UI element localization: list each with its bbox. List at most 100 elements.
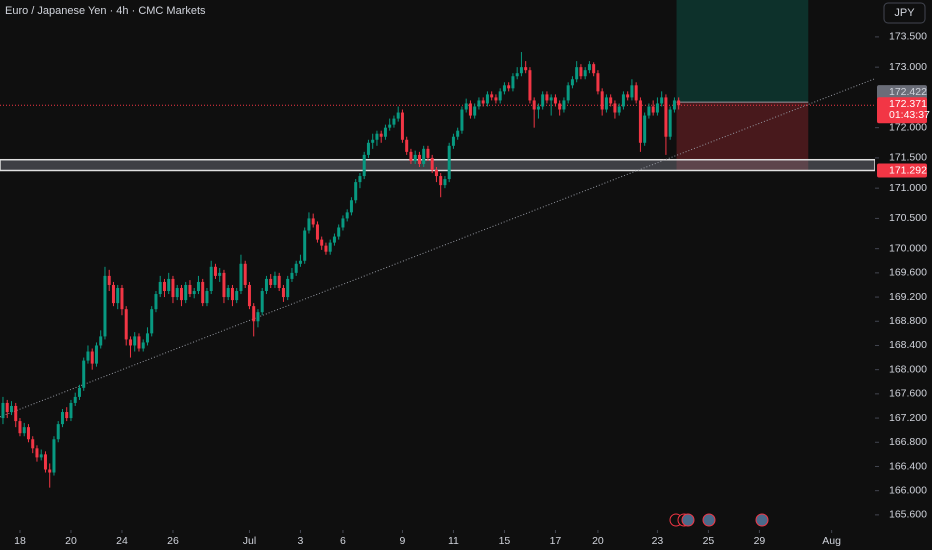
candle-body xyxy=(65,412,69,419)
x-tick-label: Jul xyxy=(243,535,256,547)
candle-body xyxy=(252,306,256,322)
candle-body xyxy=(175,287,179,298)
y-tick-label: 168.800 xyxy=(889,315,927,327)
candle-body xyxy=(532,100,536,110)
candle-body xyxy=(592,64,596,74)
candle-body xyxy=(647,106,651,116)
candle-body xyxy=(324,245,328,252)
candle-body xyxy=(456,130,460,137)
x-tick-label: 23 xyxy=(652,535,664,547)
candle-body xyxy=(481,100,485,104)
candle-body xyxy=(545,94,549,101)
candle-body xyxy=(107,275,111,285)
candle-body xyxy=(643,115,647,143)
candle-body xyxy=(73,396,77,403)
candle-body xyxy=(477,100,481,107)
entry-label-box xyxy=(877,85,927,100)
candle-body xyxy=(341,218,345,228)
candle-body xyxy=(337,227,341,237)
event-icon[interactable] xyxy=(681,513,695,527)
candle-body xyxy=(141,342,145,349)
candle-body xyxy=(90,351,94,364)
candle-body xyxy=(307,218,311,231)
x-tick-label: Aug xyxy=(822,535,841,547)
candle-body xyxy=(583,70,587,77)
x-tick-label: 26 xyxy=(167,535,179,547)
candle-body xyxy=(354,182,358,201)
candle-body xyxy=(447,145,451,180)
x-tick-label: 6 xyxy=(340,535,346,547)
candle-body xyxy=(358,176,362,183)
event-icon[interactable] xyxy=(702,513,716,527)
candle-body xyxy=(439,176,443,186)
candle-body xyxy=(587,64,591,71)
x-tick-label: 25 xyxy=(703,535,715,547)
y-tick-label: 172.000 xyxy=(889,121,927,133)
y-tick-label: 166.800 xyxy=(889,436,927,448)
candle-body xyxy=(315,224,319,240)
candle-body xyxy=(31,439,35,449)
candle-body xyxy=(18,421,22,434)
currency-button[interactable] xyxy=(883,2,926,24)
candle-body xyxy=(515,73,519,77)
y-tick-label: 171.500 xyxy=(889,152,927,164)
candle-body xyxy=(604,97,608,110)
candle-body xyxy=(69,402,73,419)
candle-body xyxy=(468,103,472,116)
candle-body xyxy=(413,154,417,161)
candle-body xyxy=(218,272,222,276)
candle-body xyxy=(116,287,120,304)
candle-body xyxy=(405,139,409,152)
candle-body xyxy=(303,230,307,261)
candle-body xyxy=(664,97,668,137)
candle-body xyxy=(26,427,30,440)
candle-body xyxy=(103,275,107,337)
candle-body xyxy=(549,97,553,101)
candle-body xyxy=(145,333,149,343)
candle-body xyxy=(60,412,64,425)
candle-body xyxy=(388,124,392,128)
candle-body xyxy=(558,103,562,110)
candle-body xyxy=(243,263,247,285)
y-tick-label: 168.400 xyxy=(889,339,927,351)
trendline xyxy=(0,78,875,418)
candle-body xyxy=(383,127,387,137)
candle-body xyxy=(205,291,209,304)
candle-body xyxy=(320,239,324,246)
y-tick-label: 165.600 xyxy=(889,509,927,521)
candle-body xyxy=(256,312,260,322)
candle-body xyxy=(345,212,349,219)
candle-body xyxy=(536,106,540,110)
candle-body xyxy=(94,345,98,364)
candle-body xyxy=(430,157,434,171)
candle-body xyxy=(630,85,634,98)
candle-body xyxy=(286,278,290,298)
candle-body xyxy=(485,94,489,104)
candle-body xyxy=(519,67,523,74)
event-icon[interactable] xyxy=(755,513,769,527)
candle-body xyxy=(362,154,366,177)
candle-body xyxy=(111,284,115,304)
candle-body xyxy=(541,94,545,107)
candle-body xyxy=(464,103,468,110)
y-tick-label: 170.000 xyxy=(889,242,927,254)
candle-body xyxy=(575,67,579,80)
candle-body xyxy=(43,454,47,470)
candle-body xyxy=(409,151,413,161)
candle-body xyxy=(494,97,498,101)
candle-body xyxy=(213,266,217,276)
candle-body xyxy=(235,291,239,301)
candle-body xyxy=(655,103,659,113)
candle-body xyxy=(349,200,353,213)
candle-body xyxy=(39,454,43,458)
candle-body xyxy=(298,260,302,264)
candle-body xyxy=(498,91,502,101)
support-zone xyxy=(0,158,875,172)
currency-label[interactable]: JPY xyxy=(894,7,915,19)
candle-body xyxy=(366,142,370,155)
candle-body xyxy=(154,294,158,310)
candle-body xyxy=(188,284,192,295)
candle-body xyxy=(392,118,396,125)
